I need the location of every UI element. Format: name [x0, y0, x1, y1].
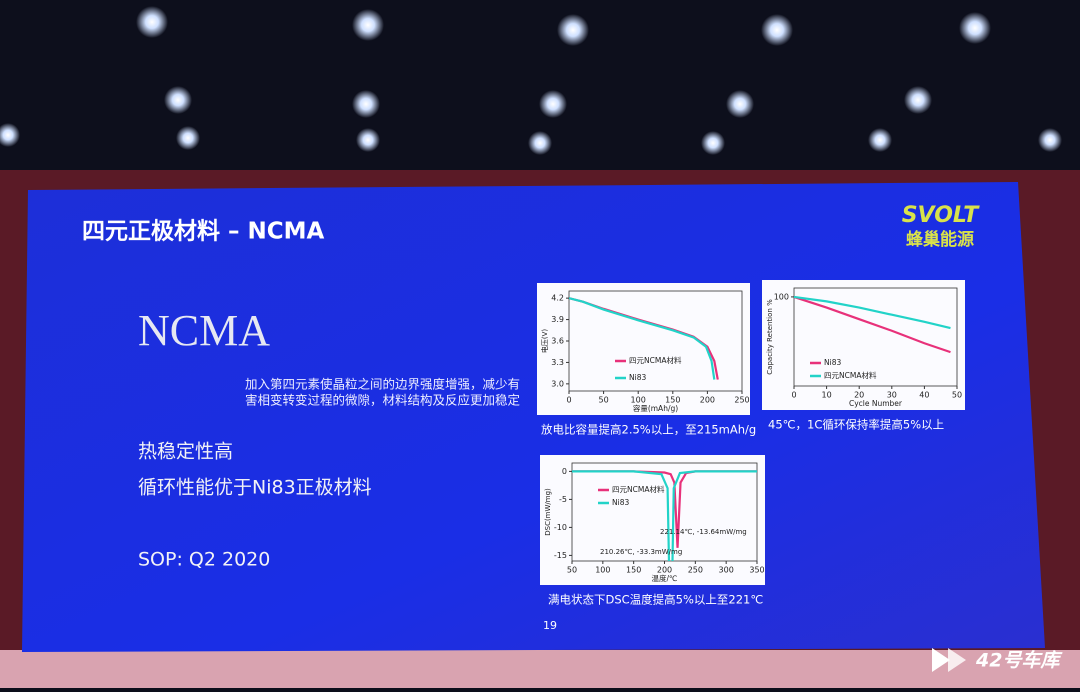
legend-label: 四元NCMA材料 [612, 484, 665, 494]
y-tick-label: 0 [562, 467, 567, 476]
description: 加入第四元素使晶粒之间的边界强度增强，减少有 [245, 377, 520, 392]
logo: SVOLT [902, 203, 981, 228]
y-tick-label: 4.2 [551, 294, 564, 303]
x-tick-label: 20 [854, 391, 864, 400]
chart-caption: 放电比容量提高2.5%以上，至215mAh/g [541, 423, 756, 437]
x-tick-label: 150 [626, 566, 641, 575]
stage-lights [0, 6, 1062, 155]
x-tick-label: 250 [734, 396, 749, 405]
x-tick-label: 100 [631, 396, 646, 405]
x-tick-label: 50 [567, 566, 577, 575]
legend-label: Ni83 [824, 358, 841, 367]
annotation: 210.26℃, -33.3mW/mg [600, 548, 682, 556]
x-tick-label: 250 [688, 566, 703, 575]
y-tick-label: -15 [554, 551, 567, 560]
chart-caption: 满电状态下DSC温度提高5%以上至221℃ [548, 593, 763, 607]
plot-frame [793, 287, 958, 387]
watermark: 42号车库 [975, 650, 1063, 672]
x-tick-label: 350 [749, 566, 764, 575]
x-tick-label: 300 [719, 566, 734, 575]
annotation: 221.14℃, -13.64mW/mg [660, 528, 747, 536]
y-tick-label: -10 [554, 523, 567, 532]
bullet: 热稳定性高 [138, 441, 233, 463]
legend-label: 四元NCMA材料 [824, 370, 877, 380]
page-number: 19 [543, 619, 557, 632]
x-tick-label: 50 [952, 391, 962, 400]
series-line [572, 470, 757, 561]
x-tick-label: 100 [595, 566, 610, 575]
sop: SOP: Q2 2020 [138, 549, 270, 571]
x-tick-label: 150 [665, 396, 680, 405]
y-tick-label: 100 [774, 292, 789, 301]
y-axis-label: Capacity Retention % [766, 299, 774, 375]
series-line [794, 295, 951, 330]
description: 害相变转变过程的微隙，材料结构及反应更加稳定 [245, 393, 520, 408]
floor [0, 650, 1080, 688]
x-tick-label: 200 [700, 396, 715, 405]
x-tick-label: 30 [887, 391, 897, 400]
x-tick-label: 40 [919, 391, 929, 400]
x-axis-label: 温度/℃ [652, 573, 678, 583]
y-tick-label: 3.3 [551, 358, 564, 367]
logo-cn: 蜂巢能源 [906, 229, 974, 250]
x-tick-label: 0 [791, 391, 796, 400]
legend-label: 四元NCMA材料 [629, 355, 682, 365]
chart-panel [540, 455, 765, 585]
chart-panel [537, 283, 750, 415]
x-axis-label: 容量(mAh/g) [633, 403, 678, 413]
series-line [794, 295, 951, 354]
bullet: 循环性能优于Ni83正极材料 [138, 477, 372, 499]
y-tick-label: 3.0 [551, 379, 564, 388]
x-tick-label: 0 [566, 396, 571, 405]
y-tick-label: 3.9 [551, 315, 564, 324]
y-tick-label: 3.6 [551, 337, 564, 346]
y-axis-label: 电压(V) [540, 329, 549, 354]
slide-title: 四元正极材料 – NCMA [82, 219, 325, 245]
y-axis-label: DSC(mW/mg) [544, 488, 552, 536]
x-tick-label: 200 [657, 566, 672, 575]
y-tick-label: -5 [559, 495, 567, 504]
x-tick-label: 50 [599, 396, 609, 405]
x-axis-label: Cycle Number [849, 399, 903, 408]
chart-caption: 45℃，1C循环保持率提高5%以上 [768, 418, 944, 432]
watermark-logo [932, 648, 966, 672]
heading: NCMA [138, 306, 270, 355]
series-line [569, 297, 716, 380]
legend-label: Ni83 [612, 498, 629, 507]
x-tick-label: 10 [822, 391, 832, 400]
legend-label: Ni83 [629, 373, 646, 382]
